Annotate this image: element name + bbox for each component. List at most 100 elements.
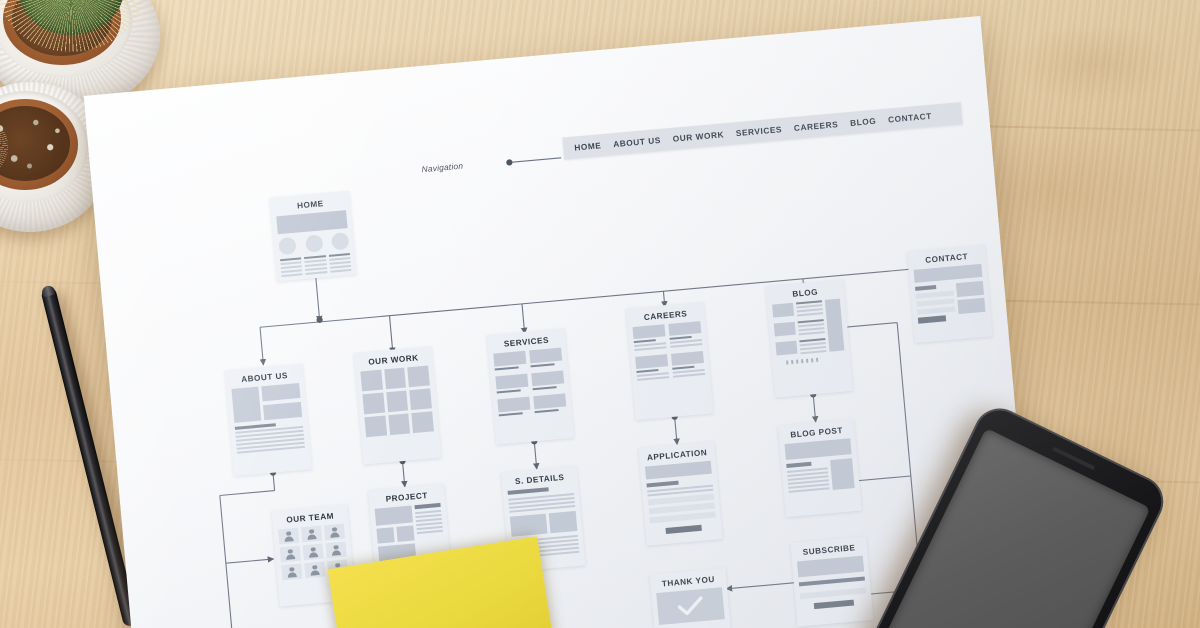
node-title: SERVICES	[503, 335, 550, 349]
blog-list-item	[775, 338, 827, 358]
nav-item-careers[interactable]: CAREERS	[793, 119, 839, 133]
check-icon	[656, 587, 725, 625]
person-icon	[281, 563, 303, 581]
sitemap-node-about-us[interactable]: ABOUT US	[224, 363, 312, 477]
blog-post-list	[772, 300, 827, 365]
service-item	[529, 347, 563, 370]
career-item	[635, 354, 670, 383]
node-title: SUBSCRIBE	[802, 543, 856, 557]
circle-thumb	[330, 232, 350, 251]
cactus-spines	[0, 111, 8, 182]
hero-banner	[276, 210, 348, 235]
service-item	[493, 350, 527, 373]
node-title: S. DETAILS	[514, 472, 565, 487]
gravel-topping	[0, 106, 70, 181]
hero-banner	[796, 555, 865, 578]
cactus-plant	[0, 0, 144, 52]
hero-banner	[644, 460, 712, 480]
grid-thumb	[360, 369, 383, 392]
email-field[interactable]	[799, 586, 867, 599]
person-icon	[279, 545, 301, 563]
sitemap-node-thank-you[interactable]: THANK YOU	[649, 567, 731, 628]
contact-sidebar	[956, 280, 986, 320]
person-icon	[302, 543, 324, 561]
nav-item-about-us[interactable]: ABOUT US	[612, 134, 662, 150]
node-title: OUR WORK	[367, 353, 419, 367]
careers-grid	[632, 321, 706, 383]
blog-layout	[772, 298, 845, 366]
grid-thumb	[388, 413, 411, 436]
grid-thumb	[362, 392, 385, 415]
image-block	[376, 527, 395, 544]
blog-list-item	[772, 300, 824, 320]
submit-button[interactable]	[917, 315, 946, 324]
sitemap-node-services[interactable]: SERVICES	[486, 328, 575, 445]
service-item	[497, 396, 531, 419]
form-field[interactable]	[916, 298, 956, 307]
image-block	[374, 505, 413, 526]
grid-thumb	[411, 411, 434, 434]
portfolio-grid	[360, 365, 434, 438]
node-title: THANK YOU	[661, 574, 716, 589]
map-banner	[913, 263, 983, 283]
person-icon	[325, 541, 347, 559]
text-column	[280, 257, 303, 279]
subscribe-button[interactable]	[813, 599, 855, 609]
image-block	[263, 401, 303, 421]
person-icon	[300, 525, 323, 543]
person-icon	[323, 523, 346, 541]
text-columns	[280, 252, 352, 279]
sitemap-node-careers[interactable]: CAREERS	[625, 301, 714, 421]
wood-grain-blob	[1010, 24, 1180, 104]
blog-list-item	[773, 319, 825, 339]
circle-thumb	[278, 236, 297, 256]
hero-banner	[784, 438, 852, 461]
circle-row	[278, 232, 350, 256]
pagination-dots[interactable]	[777, 357, 827, 365]
project-images	[374, 505, 417, 564]
person-icon	[304, 561, 326, 579]
circle-thumb	[304, 234, 324, 253]
content-blocks	[231, 382, 303, 423]
nav-item-blog[interactable]: BLOG	[849, 115, 877, 128]
nav-item-services[interactable]: SERVICES	[735, 124, 783, 139]
sitemap-node-blog[interactable]: BLOG	[765, 279, 854, 398]
stacked-blocks	[261, 382, 303, 421]
blog-sidebar	[824, 298, 845, 352]
contact-body	[915, 280, 986, 324]
nav-item-our-work[interactable]: OUR WORK	[672, 129, 725, 144]
grid-thumb	[385, 390, 409, 413]
submit-button[interactable]	[665, 524, 703, 534]
sitemap-node-home[interactable]: HOME	[269, 190, 357, 282]
sitemap-node-blog-post[interactable]: BLOG POST	[777, 418, 862, 518]
form-field[interactable]	[915, 290, 955, 299]
node-title: APPLICATION	[646, 448, 708, 463]
post-body	[786, 458, 855, 495]
node-title: ABOUT US	[240, 370, 289, 385]
nav-item-home[interactable]: HOME	[573, 140, 602, 153]
service-item	[495, 373, 529, 396]
sitemap-node-contact[interactable]: CONTACT	[906, 244, 993, 344]
node-title: OUR TEAM	[286, 511, 335, 525]
image-block	[261, 382, 301, 402]
grid-thumb	[364, 415, 387, 438]
node-title: BLOG	[791, 287, 819, 299]
text-column	[304, 255, 328, 277]
form-field[interactable]	[917, 306, 956, 315]
nav-item-contact[interactable]: CONTACT	[887, 110, 933, 125]
paper-sheet: Navigation HOME ABOUT US OUR WORK SERVIC…	[83, 15, 1038, 628]
grid-thumb	[383, 367, 407, 390]
services-grid	[493, 347, 567, 419]
sitemap-diagram: Navigation HOME ABOUT US OUR WORK SERVIC…	[84, 16, 1037, 628]
person-icon	[278, 527, 300, 545]
sitemap-node-application[interactable]: APPLICATION	[638, 441, 723, 546]
sitemap-node-our-work[interactable]: OUR WORK	[353, 346, 442, 465]
sitemap-node-subscribe[interactable]: SUBSCRIBE	[790, 536, 874, 627]
text-column	[328, 252, 352, 275]
node-title: BLOG POST	[789, 425, 844, 440]
image-block	[509, 513, 548, 537]
service-item	[533, 393, 567, 415]
post-text	[786, 460, 830, 495]
career-item	[632, 324, 667, 353]
node-title: PROJECT	[385, 491, 429, 504]
